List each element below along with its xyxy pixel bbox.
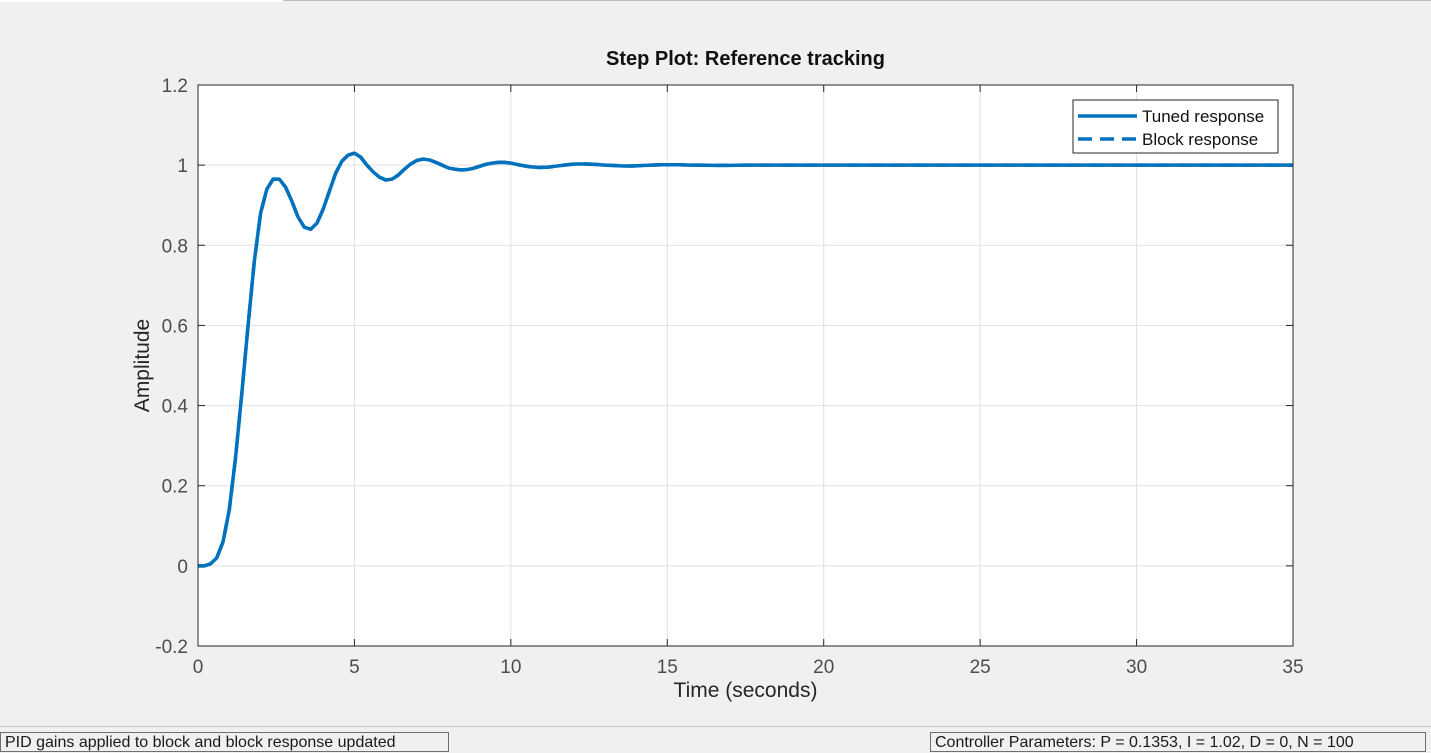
x-tick-label: 35	[1282, 657, 1303, 678]
status-message: PID gains applied to block and block res…	[0, 732, 449, 752]
y-tick-label: -0.2	[155, 637, 188, 658]
chart-title: Step Plot: Reference tracking	[606, 48, 885, 70]
x-tick-label: 30	[1126, 657, 1147, 678]
y-tick-label: 0	[177, 557, 188, 578]
legend-label-1: Block response	[1142, 130, 1258, 149]
legend[interactable]: Tuned response Block response	[1072, 99, 1279, 154]
x-tick-label: 5	[349, 657, 360, 678]
tab-highlight	[0, 0, 283, 2]
series-line-1	[198, 151, 1293, 568]
y-tick-label: 1	[177, 156, 188, 177]
x-tick-label: 15	[657, 657, 678, 678]
window-top-border	[0, 0, 1431, 1]
y-tick-label: 0.8	[162, 236, 188, 257]
status-bar: PID gains applied to block and block res…	[0, 726, 1431, 753]
y-axis-label: Amplitude	[131, 319, 154, 412]
plot-area[interactable]	[198, 85, 1293, 646]
x-tick-label: 0	[193, 657, 204, 678]
y-tick-label: 1.2	[162, 76, 188, 97]
x-tick-label: 10	[500, 657, 521, 678]
legend-box	[1072, 99, 1279, 154]
axes-box	[197, 84, 1294, 647]
step-plot-figure[interactable]: 0 5 10 15 20 25 30 35-0.200.20.40.60.811.2Step …	[0, 0, 1431, 726]
x-axis-label: Time (seconds)	[674, 679, 818, 702]
legend-label-0: Tuned response	[1142, 107, 1264, 126]
y-tick-label: 0.4	[162, 397, 189, 418]
controller-parameters-status: Controller Parameters: P = 0.1353, I = 1…	[930, 732, 1426, 752]
y-tick-label: 0.2	[162, 477, 188, 498]
x-tick-label: 20	[813, 657, 834, 678]
y-tick-label: 0.6	[162, 316, 188, 337]
x-tick-label: 25	[970, 657, 991, 678]
axes[interactable]: 0 5 10 15 20 25 30 35-0.200.20.40.60.811.2Step …	[131, 48, 1304, 702]
